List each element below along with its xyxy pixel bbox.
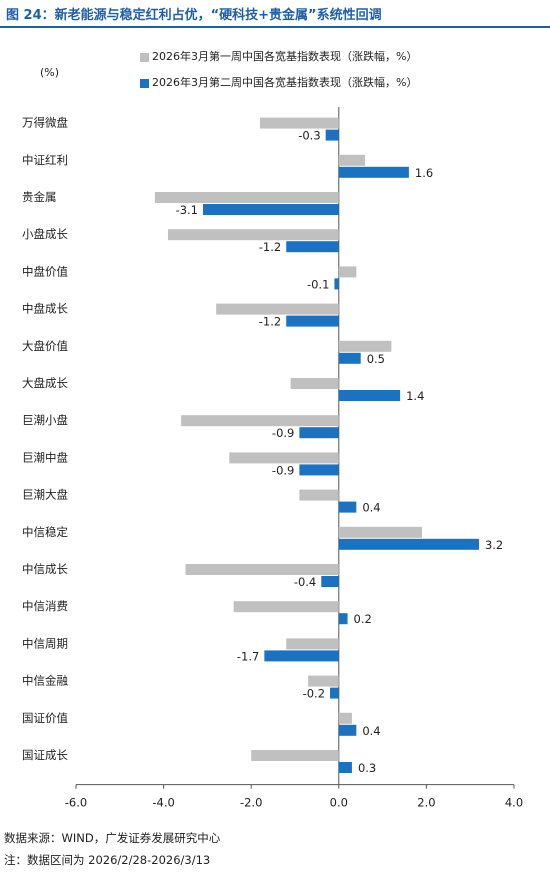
bar-week2 [299,427,339,439]
bar-week2 [334,278,339,290]
data-label-week2: 0.2 [354,612,372,626]
bar-week1 [338,526,423,538]
bar-week1 [154,192,339,203]
bar-week1 [286,638,339,650]
bar-week2 [338,501,357,513]
category-label: 中信金融 [22,674,68,688]
bar-week2 [286,241,339,253]
legend-label-week2: 2026年3月第二周中国各宽基指数表现（涨跌幅，%） [152,76,418,89]
category-label: 中信消费 [22,599,68,613]
x-tick-label: 4.0 [505,796,523,810]
data-label-week2: 0.3 [358,761,376,775]
category-label: 大盘成长 [22,376,68,390]
category-label: 中盘成长 [22,302,68,316]
bar-week1 [216,303,339,315]
data-label-week2: -1.2 [259,240,281,254]
bar-week2 [286,315,339,327]
bar-week2 [325,129,339,141]
data-label-week2: -1.2 [259,315,281,329]
data-label-week2: -0.1 [307,277,329,291]
category-label: 巨潮大盘 [22,488,68,502]
bar-week1 [185,564,339,575]
x-tick-label: 0.0 [330,796,348,810]
bar-week1 [338,154,366,166]
bar-week2 [338,613,348,625]
bar-week1 [338,266,357,278]
category-label: 中信稳定 [22,525,68,539]
bar-week2 [299,464,339,476]
bar-week2 [338,762,352,773]
data-label-week2: -1.7 [237,649,259,663]
legend-swatch-week1 [140,52,149,62]
bar-week1 [167,229,339,241]
bar-week1 [233,601,339,613]
bar-week2 [338,390,401,401]
bar-week2 [321,576,339,587]
bar-week1 [251,750,339,761]
legend-swatch-week2 [140,78,149,88]
legend-label-week1: 2026年3月第一周中国各宽基指数表现（涨跌幅，%） [152,50,418,63]
bar-week1 [229,452,339,464]
source-text: 数据来源：WIND，广发证券发展研究中心 [4,831,221,845]
category-label: 万得微盘 [22,116,68,130]
data-label-week2: -3.1 [176,203,198,217]
bar-week2 [330,687,339,699]
bar-week1 [338,712,352,724]
data-label-week2: 0.4 [362,501,380,515]
bar-week2 [338,724,357,736]
bar-week1 [181,415,339,427]
category-label: 国证成长 [22,748,68,762]
bar-week2 [203,204,339,215]
data-label-week2: -0.3 [298,129,320,143]
bar-week1 [338,340,392,352]
data-label-week2: 0.4 [362,724,380,738]
figure-title-bar: 图 24：新老能源与稳定红利占优，“硬科技+贵金属”系统性回调 [0,0,550,28]
bar-week1 [299,489,339,501]
category-label: 巨潮中盘 [22,450,68,464]
data-label-week2: -0.9 [272,426,294,440]
data-label-week2: -0.9 [272,463,294,477]
category-label: 大盘价值 [22,339,68,353]
bar-week2 [338,352,361,364]
data-label-week2: 0.5 [367,352,385,366]
bar-week1 [290,378,339,389]
x-tick-label: -6.0 [65,796,87,810]
x-tick-label: 2.0 [417,796,435,810]
data-label-week2: 1.4 [406,389,424,403]
category-label: 巨潮小盘 [22,413,68,427]
data-label-week2: -0.4 [294,575,316,589]
legend-item-week2: 2026年3月第二周中国各宽基指数表现（涨跌幅，%） [140,74,417,90]
data-label-week2: -0.2 [303,687,325,701]
category-label: 中证红利 [22,153,68,167]
bar-week1 [259,117,339,129]
legend-item-week1: 2026年3月第一周中国各宽基指数表现（涨跌幅，%） [140,48,417,64]
bar-week2 [338,166,409,178]
data-label-week2: 3.2 [485,538,503,552]
bar-week2 [264,650,339,662]
bar-week2 [338,538,479,550]
x-tick-label: -4.0 [152,796,174,810]
data-label-week2: 1.6 [415,166,433,180]
figure-title: 图 24：新老能源与稳定红利占优，“硬科技+贵金属”系统性回调 [6,8,382,23]
category-label: 小盘成长 [22,227,68,241]
category-label: 中信成长 [22,562,68,576]
category-label: 国证价值 [22,711,68,725]
note-text: 注：数据区间为 2026/2/28-2026/3/13 [4,853,211,867]
x-tick-label: -2.0 [240,796,262,810]
category-label: 中盘价值 [22,264,68,278]
category-label: 中信周期 [22,636,68,650]
bar-week1 [308,675,339,687]
y-axis-unit-label: (%) [40,66,60,79]
category-label: 贵金属 [22,190,57,204]
